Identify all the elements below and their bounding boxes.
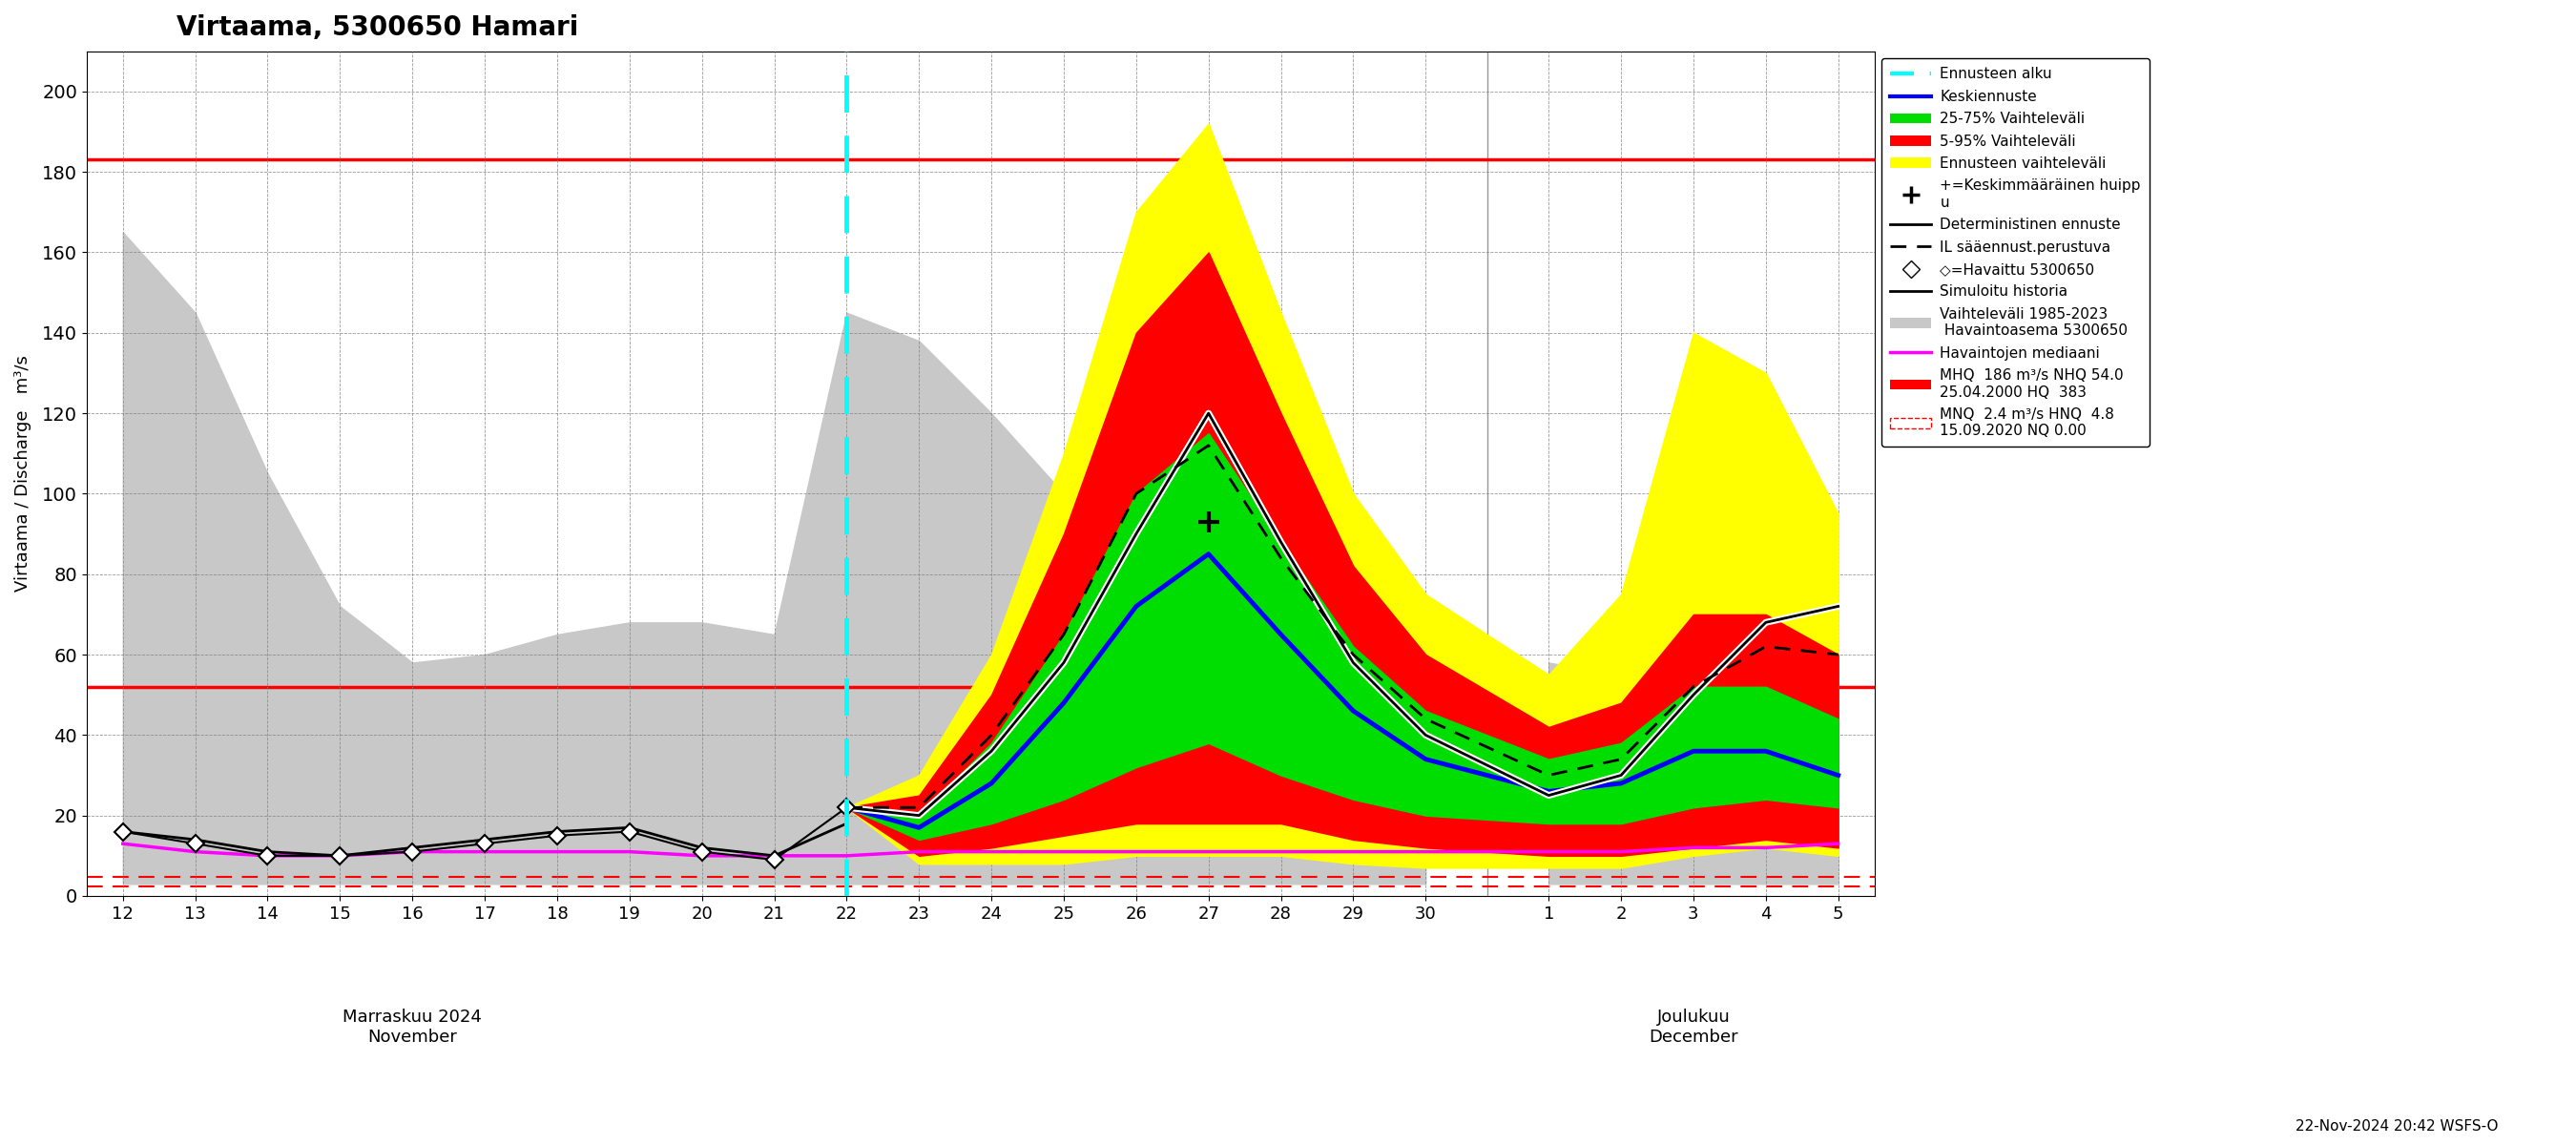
Text: Virtaama, 5300650 Hamari: Virtaama, 5300650 Hamari [175, 14, 577, 41]
Text: Joulukuu
December: Joulukuu December [1649, 1009, 1739, 1045]
Legend: Ennusteen alku, Keskiennuste, 25-75% Vaihteleväli, 5-95% Vaihteleväli, Ennusteen: Ennusteen alku, Keskiennuste, 25-75% Vai… [1880, 58, 2148, 447]
Y-axis label: Virtaama / Discharge   m³/s: Virtaama / Discharge m³/s [15, 355, 31, 592]
Text: 22-Nov-2024 20:42 WSFS-O: 22-Nov-2024 20:42 WSFS-O [2295, 1120, 2499, 1134]
Text: Marraskuu 2024
November: Marraskuu 2024 November [343, 1009, 482, 1045]
